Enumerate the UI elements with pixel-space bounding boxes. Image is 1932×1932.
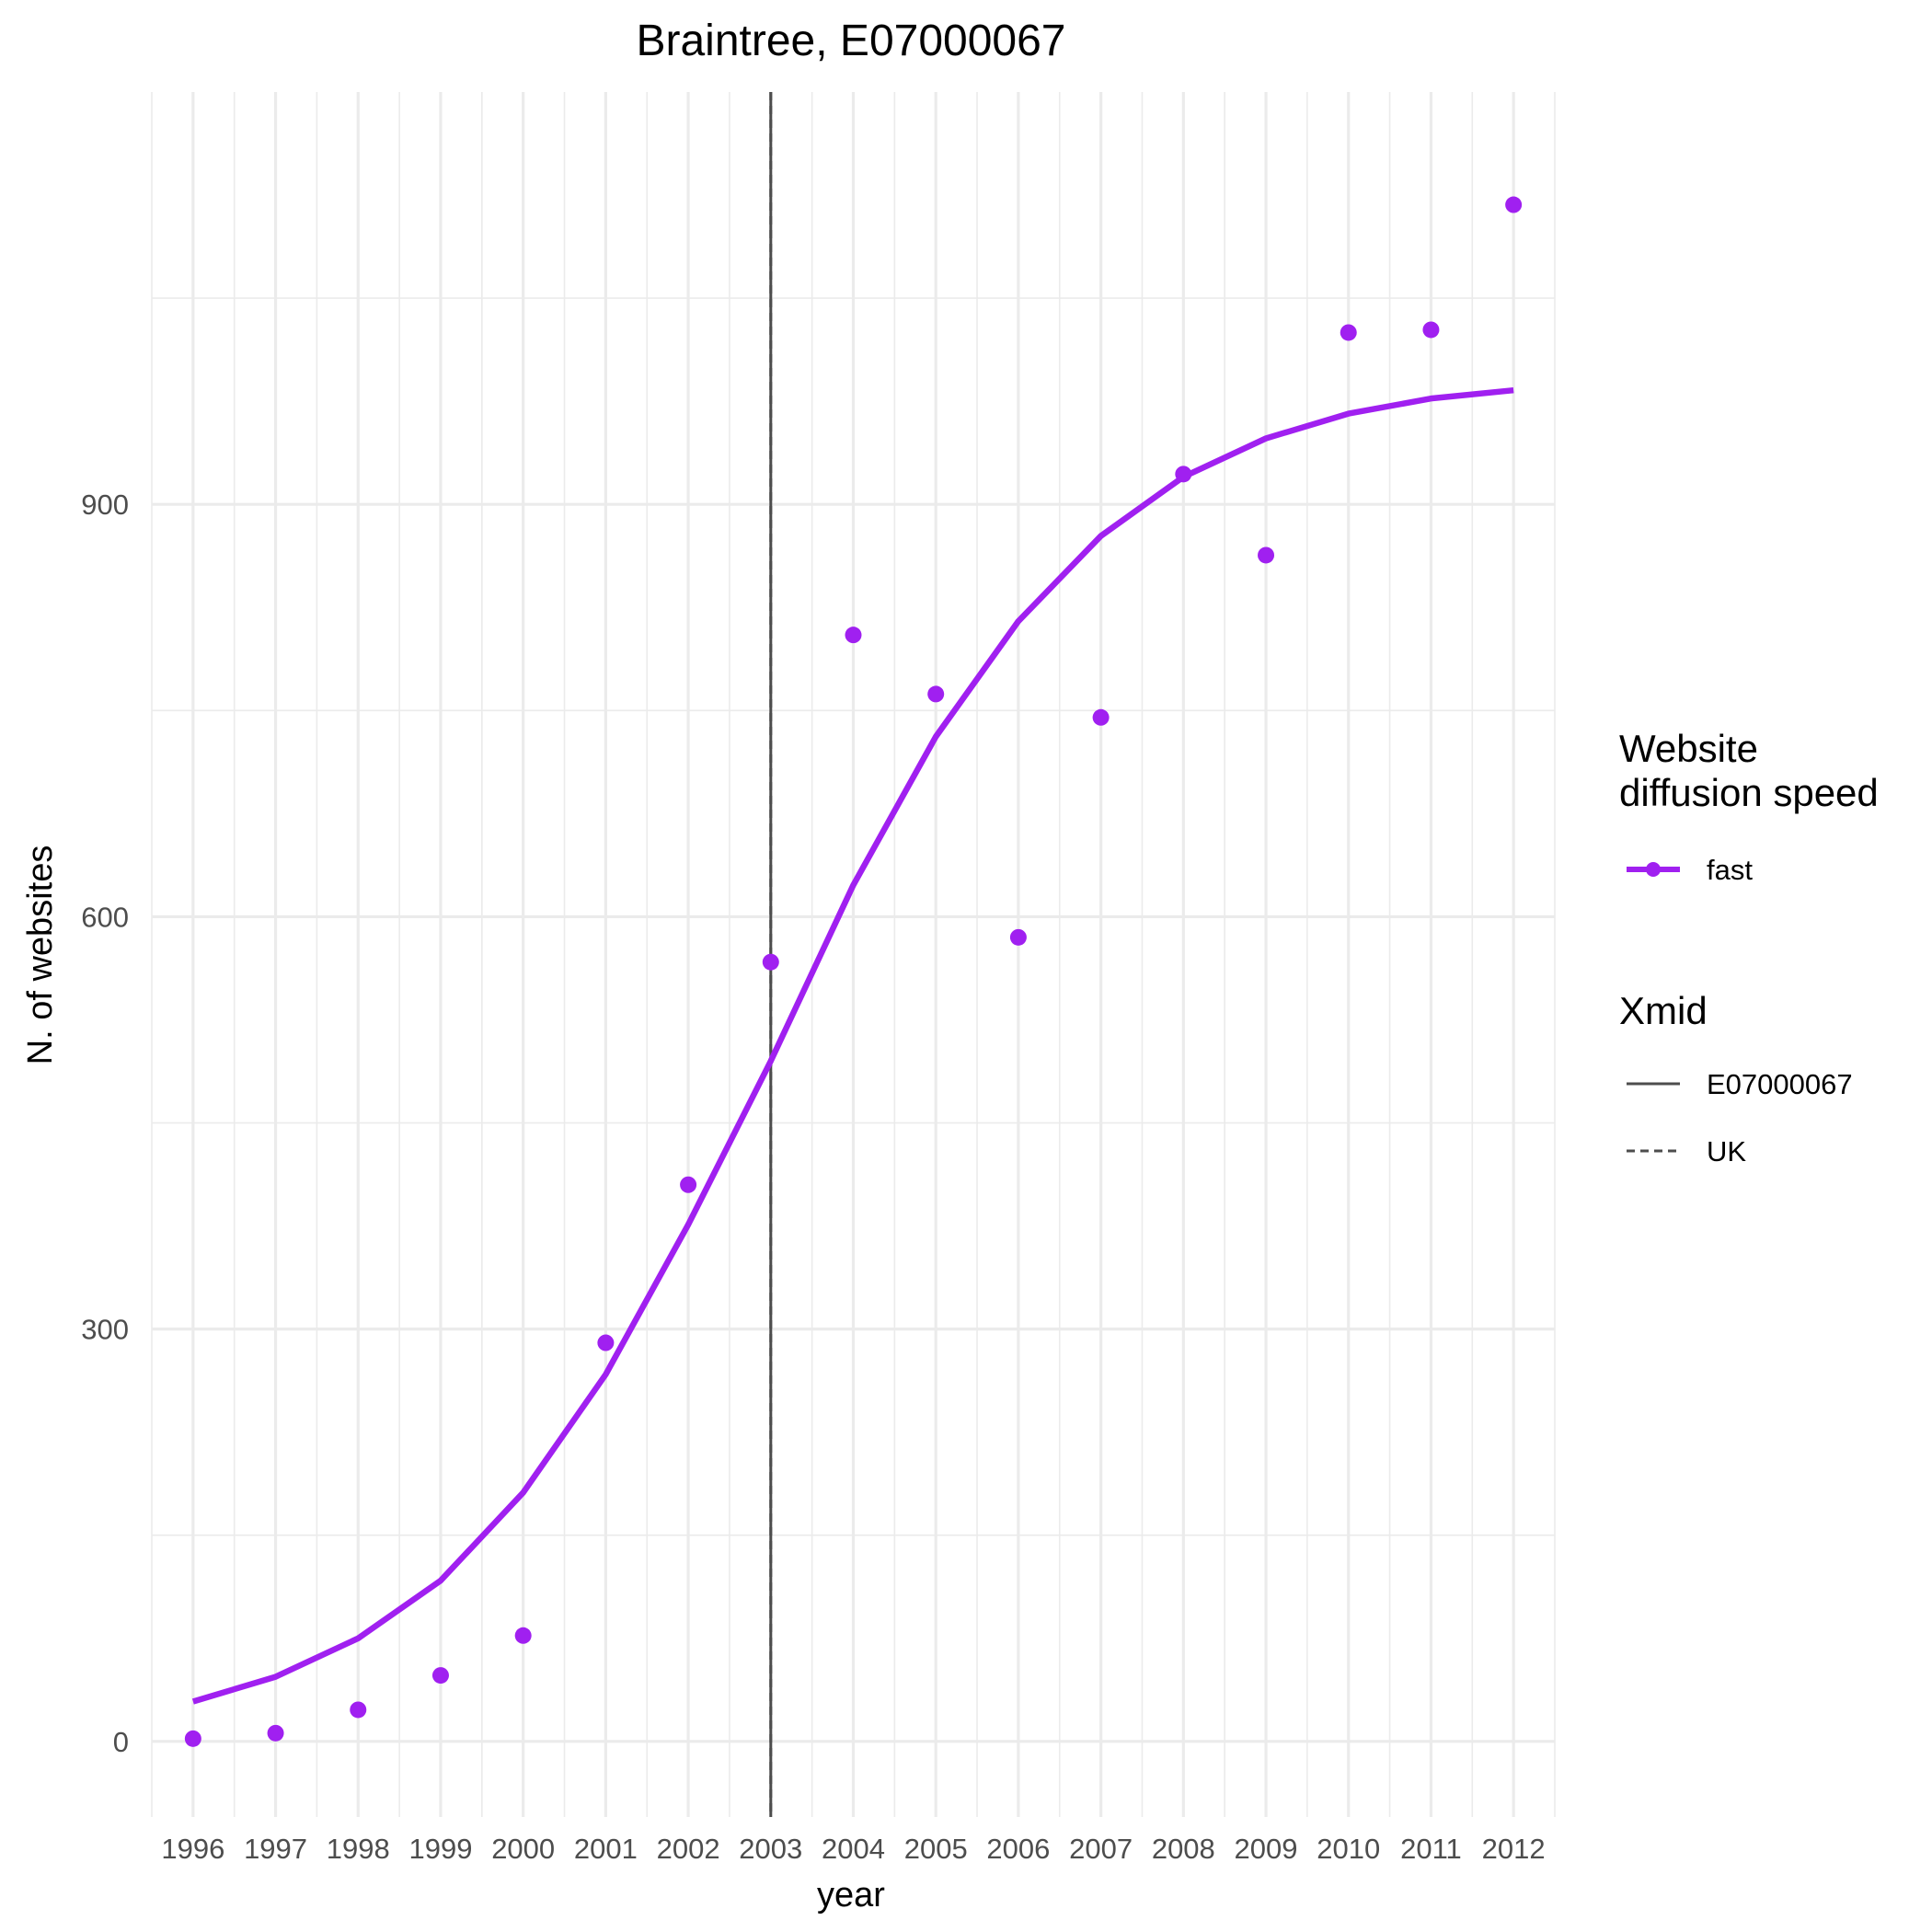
legend-title-xmid: Xmid [1619, 989, 1708, 1032]
x-tick-label: 1997 [244, 1833, 307, 1865]
x-tick-label: 2005 [904, 1833, 968, 1865]
data-point-2011 [1422, 321, 1440, 339]
y-tick-label: 300 [81, 1314, 129, 1346]
data-point-1997 [267, 1724, 284, 1742]
x-axis-title: year [817, 1876, 885, 1915]
x-tick-label: 1998 [327, 1833, 390, 1865]
data-point-2010 [1340, 324, 1357, 341]
data-point-2008 [1175, 466, 1192, 483]
x-tick-label: 2012 [1482, 1833, 1546, 1865]
x-tick-label: 2001 [574, 1833, 638, 1865]
data-point-1996 [184, 1730, 201, 1747]
y-tick-label: 0 [113, 1726, 129, 1758]
x-tick-label: 2009 [1235, 1833, 1298, 1865]
major-gridlines-x [191, 92, 1515, 1817]
legend-title-speed-line1: Website [1619, 727, 1758, 770]
data-point-2006 [1009, 928, 1027, 946]
x-tick-label: 2011 [1400, 1833, 1462, 1865]
x-axis-tick-labels: 1996 1997 1998 1999 2000 2001 2002 2003 2004 2005… [161, 1833, 1545, 1865]
y-axis-tick-labels: 0 300 600 900 [81, 489, 129, 1758]
data-point-2001 [597, 1334, 615, 1351]
data-points [184, 196, 1523, 1747]
x-tick-label: 1999 [408, 1833, 472, 1865]
data-point-2007 [1092, 708, 1110, 726]
data-point-2012 [1505, 196, 1523, 213]
series-fast-fitted-line [191, 386, 1514, 1705]
fitted-curve [191, 386, 1514, 1705]
chart-title: Braintree, E07000067 [636, 17, 1065, 65]
x-tick-label: 1996 [161, 1833, 224, 1865]
legend-label-uk: UK [1707, 1135, 1746, 1167]
legend-title-speed-line2: diffusion speed [1619, 771, 1879, 814]
y-axis-title: N. of websites [21, 845, 60, 1065]
data-point-2002 [680, 1176, 697, 1193]
legend-key-fast-point [1646, 862, 1661, 877]
data-point-2009 [1258, 546, 1275, 564]
x-tick-label: 2006 [986, 1833, 1050, 1865]
x-tick-label: 2000 [491, 1833, 555, 1865]
y-tick-label: 600 [81, 901, 129, 933]
x-tick-label: 2004 [822, 1833, 885, 1865]
data-point-2004 [845, 627, 862, 644]
x-tick-label: 2007 [1069, 1833, 1133, 1865]
x-tick-label: 2008 [1152, 1833, 1215, 1865]
data-point-1998 [350, 1701, 367, 1719]
x-tick-label: 2003 [739, 1833, 802, 1865]
legend-label-e07000067: E07000067 [1707, 1068, 1853, 1100]
data-point-1999 [431, 1667, 449, 1685]
data-point-2000 [514, 1627, 532, 1644]
x-tick-label: 2002 [657, 1833, 720, 1865]
data-point-2005 [927, 685, 945, 703]
y-tick-label: 900 [81, 489, 129, 521]
data-point-2003 [762, 953, 779, 971]
minor-gridlines-x [151, 92, 1556, 1817]
x-tick-label: 2010 [1317, 1833, 1380, 1865]
legend-label-fast: fast [1707, 854, 1753, 886]
legend: Website diffusion speed fast Xmid E07000… [1619, 727, 1879, 1167]
